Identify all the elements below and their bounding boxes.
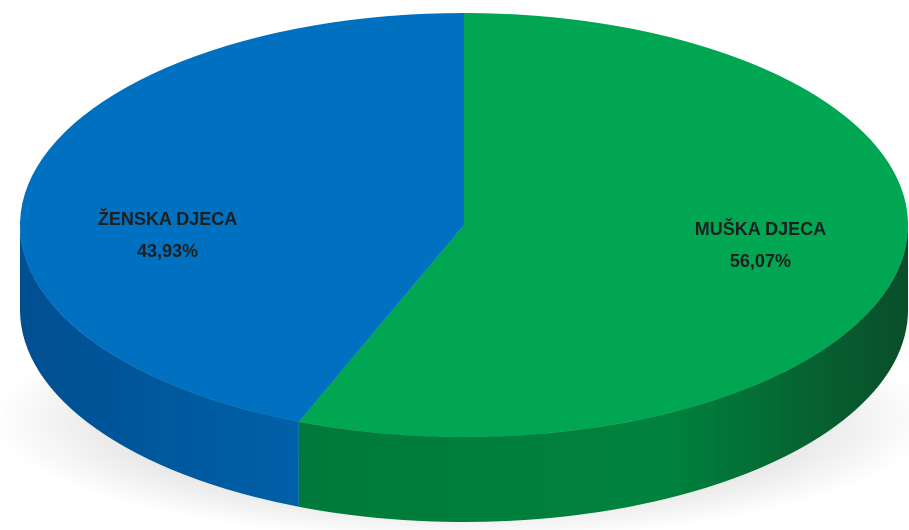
pie-slice-side — [20, 225, 299, 507]
pie-slice — [298, 13, 908, 438]
slice-label: ŽENSKA DJECA — [98, 208, 237, 229]
pie-sides — [20, 225, 908, 522]
pie-tops — [20, 13, 908, 438]
pie-slice-side — [298, 225, 908, 522]
pie-labels: MUŠKA DJECA 56,07% ŽENSKA DJECA 43,93% — [98, 208, 826, 271]
pie-slice — [20, 13, 464, 422]
slice-value-label: 56,07% — [730, 251, 791, 271]
slice-value-label: 43,93% — [137, 241, 198, 261]
slice-label: MUŠKA DJECA — [695, 218, 826, 239]
